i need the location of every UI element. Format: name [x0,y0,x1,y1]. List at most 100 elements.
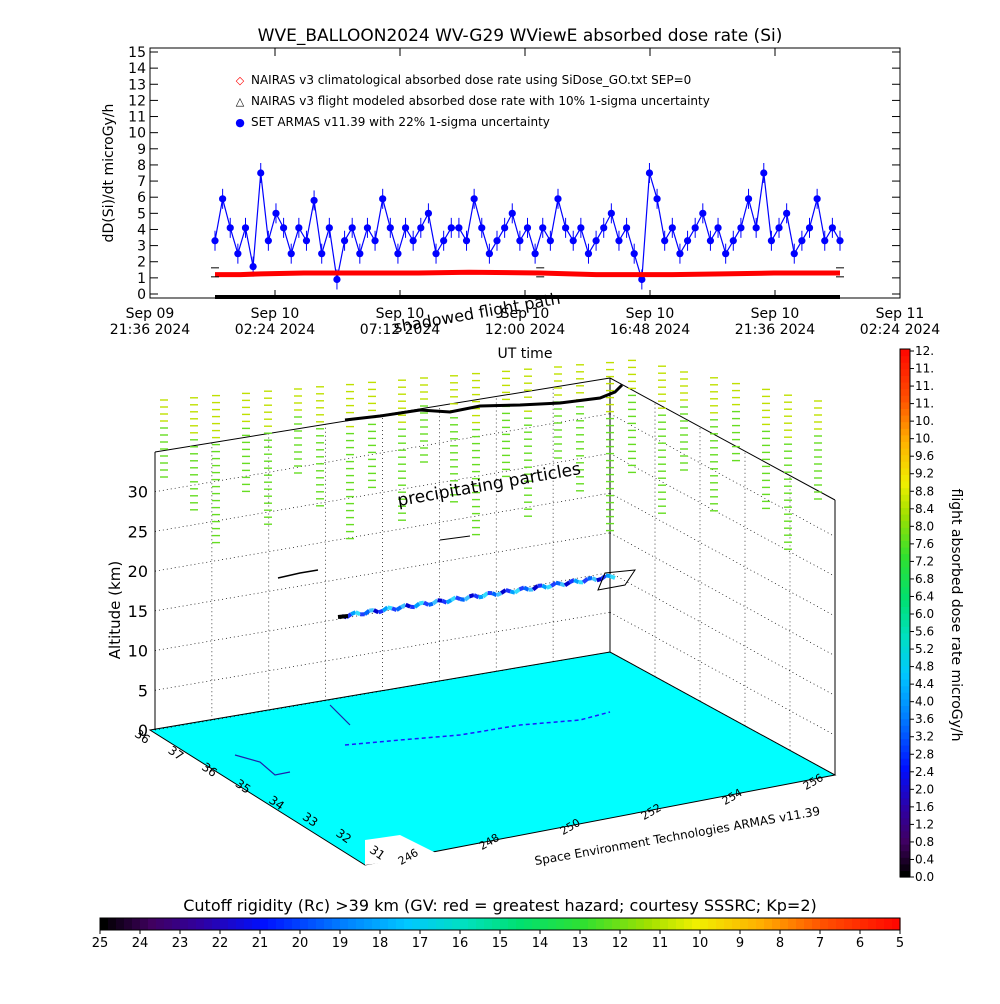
flight-path-segment [369,610,374,611]
z-tick-label: 5 [138,681,148,700]
armas-data-point [493,237,500,244]
rigidity-tick-label: 6 [856,936,864,951]
flight-path-segment [388,607,393,608]
colorbar-segment [900,521,910,528]
y-tick-label: 10 [128,126,146,142]
armas-data-point [661,237,668,244]
colorbar-segment [900,791,910,798]
rigidity-colorbar-segment [324,918,333,930]
flight-path-segment [401,605,406,607]
rigidity-colorbar-segment [772,918,781,930]
colorbar-segment [900,778,910,785]
colorbar-segment [900,547,910,554]
armas-data-point [577,224,584,231]
colorbar-segment [900,679,910,686]
colorbar-segment [900,732,910,739]
rigidity-colorbar-segment [444,918,453,930]
flight-path-segment [469,595,474,596]
armas-data-point [532,250,539,257]
rigidity-tick-label: 24 [132,936,149,951]
colorbar-tick-label: 12. [915,344,934,358]
colorbar-segment [900,837,910,844]
colorbar-tick-label: 6.4 [915,589,934,603]
z-tick-label: 20 [128,562,148,581]
x-tick-label-time: 21:36 2024 [110,322,191,338]
rigidity-tick-label: 9 [736,936,744,951]
rigidity-colorbar-segment [404,918,413,930]
flight-path-segment [406,605,411,607]
colorbar-segment [900,844,910,851]
armas-data-point [227,224,234,231]
chart-title: WVE_BALLOON2024 WV-G29 WViewE absorbed d… [258,26,783,46]
armas-data-point [371,237,378,244]
flight-path-segment [474,595,479,597]
armas-data-point [539,224,546,231]
legend-entry-label: SET ARMAS v11.39 with 22% 1-sigma uncert… [251,115,550,129]
colorbar-segment [900,375,910,382]
colorbar-tick-label: 11. [915,362,934,376]
armas-data-point [410,237,417,244]
rigidity-colorbar-segment [292,918,301,930]
colorbar-segment [900,705,910,712]
rigidity-colorbar-segment [892,918,901,930]
colorbar-segment [900,527,910,534]
dose-rate-colorbar: 0.00.40.81.21.62.02.42.83.23.64.04.44.85… [900,344,934,884]
colorbar-segment [900,692,910,699]
armas-data-point [310,197,317,204]
rigidity-colorbar-segment [236,918,245,930]
colorbar-segment [900,666,910,673]
armas-data-point [303,237,310,244]
rigidity-colorbar-segment [652,918,661,930]
rigidity-colorbar-segment [780,918,789,930]
rigidity-colorbar-segment [684,918,693,930]
colorbar-segment [900,738,910,745]
flight-path-segment [606,575,611,576]
colorbar-tick-label: 5.6 [915,625,934,639]
x-axis-label: UT time [498,346,553,362]
colorbar-segment [900,626,910,633]
colorbar-tick-label: 2.0 [915,782,934,796]
armas-data-point [242,224,249,231]
armas-data-point [516,237,523,244]
z-tick-label: 15 [128,602,148,621]
armas-data-point [646,169,653,176]
y-tick-label: 14 [128,61,146,77]
y-tick-label: 0 [137,287,146,303]
colorbar-segment [900,461,910,468]
colorbar-segment [900,382,910,389]
rigidity-tick-label: 5 [896,936,904,951]
flight-path-segment [356,612,361,614]
rigidity-tick-label: 13 [572,936,589,951]
armas-data-point [471,195,478,202]
flight-path-segment [365,611,370,615]
armas-data-point [653,195,660,202]
armas-data-point [684,237,691,244]
colorbar-segment [900,613,910,620]
rigidity-colorbar-segment [884,918,893,930]
y-tick-label: 6 [137,190,146,206]
rigidity-colorbar-segment [636,918,645,930]
rigidity-colorbar-segment [732,918,741,930]
rigidity-colorbar-segment [372,918,381,930]
colorbar-tick-label: 1.6 [915,800,934,814]
rigidity-colorbar-segment [396,918,405,930]
colorbar-segment [900,441,910,448]
x-tick-label-time: 16:48 2024 [610,322,691,338]
colorbar-segment [900,428,910,435]
colorbar-segment [900,507,910,514]
colorbar-segment [900,593,910,600]
y-tick-label: 12 [128,93,146,109]
rigidity-colorbar-segment [188,918,197,930]
colorbar-tick-label: 11. [915,379,934,393]
flight-path-segment [542,586,547,588]
colorbar-segment [900,474,910,481]
colorbar-segment [900,435,910,442]
rigidity-colorbar-segment [540,918,549,930]
rigidity-colorbar-segment [380,918,389,930]
rigidity-colorbar-segment [660,918,669,930]
rigidity-colorbar-segment [860,918,869,930]
y-tick-label: 13 [128,77,146,93]
armas-data-point [562,224,569,231]
rigidity-colorbar-segment [700,918,709,930]
rigidity-colorbar-segment [508,918,517,930]
